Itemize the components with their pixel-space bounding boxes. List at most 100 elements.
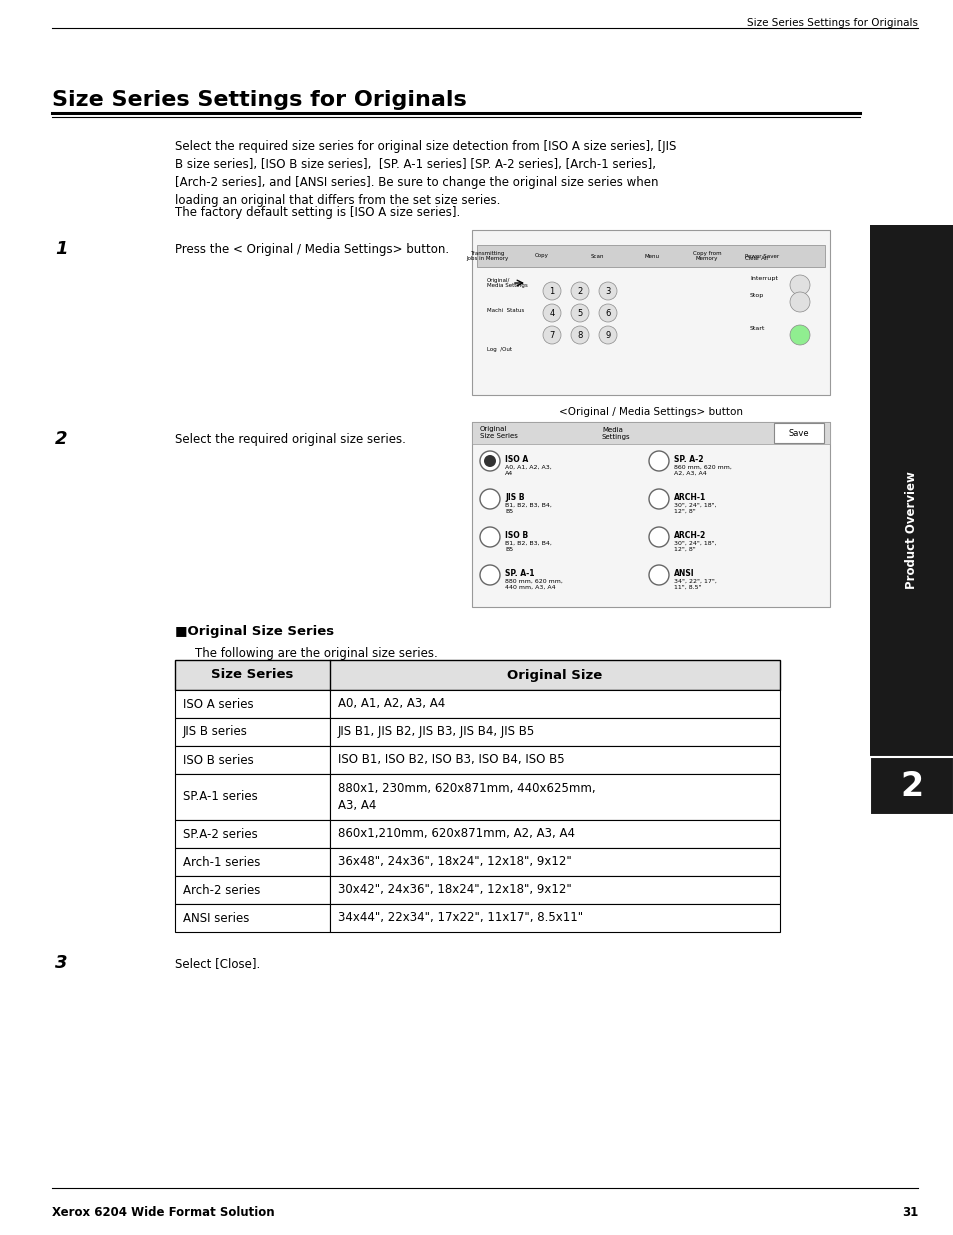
Bar	[330, 904, 780, 932]
Text: Start: Start	[749, 326, 764, 331]
Text: Copy: Copy	[535, 253, 548, 258]
Text: 31: 31	[901, 1207, 917, 1219]
Text: A0, A1, A2, A3,
A4: A0, A1, A2, A3, A4	[504, 466, 551, 477]
Text: SP. A-1: SP. A-1	[504, 569, 534, 578]
Circle shape	[598, 282, 617, 300]
Text: 2: 2	[55, 430, 68, 448]
Text: B1, B2, B3, B4,
B5: B1, B2, B3, B4, B5	[504, 503, 551, 514]
Circle shape	[479, 451, 499, 471]
Text: ISO B: ISO B	[504, 531, 528, 540]
Bar	[174, 690, 330, 718]
Text: Interrupt: Interrupt	[749, 275, 777, 282]
Text: 34x44", 22x34", 17x22", 11x17", 8.5x11": 34x44", 22x34", 17x22", 11x17", 8.5x11"	[337, 911, 582, 925]
Text: 2: 2	[900, 771, 923, 804]
Bar	[174, 820, 330, 848]
Bar	[869, 225, 953, 815]
Text: Clear All: Clear All	[744, 256, 767, 261]
Text: Arch-2 series: Arch-2 series	[183, 883, 260, 897]
Circle shape	[571, 282, 588, 300]
Circle shape	[648, 527, 668, 547]
Circle shape	[479, 527, 499, 547]
Text: 9: 9	[605, 331, 610, 340]
Circle shape	[648, 489, 668, 509]
Bar	[472, 422, 829, 445]
Text: A0, A1, A2, A3, A4: A0, A1, A2, A3, A4	[337, 698, 445, 710]
Text: SP. A-2: SP. A-2	[673, 454, 702, 464]
Bar	[330, 820, 780, 848]
Circle shape	[789, 325, 809, 345]
Text: Log  /Out: Log /Out	[486, 347, 512, 352]
Text: JIS B series: JIS B series	[183, 725, 248, 739]
Text: 1: 1	[55, 240, 68, 258]
Bar	[330, 774, 780, 820]
Circle shape	[479, 564, 499, 585]
Text: 34", 22", 17",
11", 8.5": 34", 22", 17", 11", 8.5"	[673, 579, 716, 590]
Text: 30", 24", 18",
12", 8": 30", 24", 18", 12", 8"	[673, 541, 716, 552]
Circle shape	[571, 304, 588, 322]
Text: 30x42", 24x36", 18x24", 12x18", 9x12": 30x42", 24x36", 18x24", 12x18", 9x12"	[337, 883, 571, 897]
Circle shape	[479, 489, 499, 509]
Text: ISO B1, ISO B2, ISO B3, ISO B4, ISO B5: ISO B1, ISO B2, ISO B3, ISO B4, ISO B5	[337, 753, 564, 767]
Text: Select the required size series for original size detection from [ISO A size ser: Select the required size series for orig…	[174, 140, 676, 207]
Circle shape	[598, 326, 617, 345]
Text: 36x48", 24x36", 18x24", 12x18", 9x12": 36x48", 24x36", 18x24", 12x18", 9x12"	[337, 856, 571, 868]
Text: 30", 24", 18",
12", 8": 30", 24", 18", 12", 8"	[673, 503, 716, 514]
Text: JIS B: JIS B	[504, 493, 524, 501]
Text: 8: 8	[577, 331, 582, 340]
Text: Transmitting
Jobs in Memory: Transmitting Jobs in Memory	[465, 251, 508, 262]
Circle shape	[542, 326, 560, 345]
Text: 880x1, 230mm, 620x871mm, 440x625mm,
A3, A4: 880x1, 230mm, 620x871mm, 440x625mm, A3, …	[337, 782, 595, 811]
Text: Product Overview: Product Overview	[904, 471, 918, 589]
Text: Scan: Scan	[590, 253, 603, 258]
Circle shape	[789, 291, 809, 312]
Text: 2: 2	[577, 287, 582, 295]
Bar	[472, 422, 829, 606]
Bar	[330, 718, 780, 746]
Text: B1, B2, B3, B4,
B5: B1, B2, B3, B4, B5	[504, 541, 551, 552]
Text: Size Series Settings for Originals: Size Series Settings for Originals	[746, 19, 917, 28]
Text: <Original / Media Settings> button: <Original / Media Settings> button	[558, 408, 742, 417]
Text: Arch-1 series: Arch-1 series	[183, 856, 260, 868]
Bar	[174, 876, 330, 904]
Text: Media
Settings: Media Settings	[601, 426, 630, 440]
Bar	[476, 245, 824, 267]
Text: Select [Close].: Select [Close].	[174, 957, 260, 969]
Text: 6: 6	[604, 309, 610, 317]
Text: Machi  Status: Machi Status	[486, 308, 524, 312]
Text: 3: 3	[55, 953, 68, 972]
Bar	[869, 757, 953, 815]
Bar	[174, 904, 330, 932]
Text: 860 mm, 620 mm,
A2, A3, A4: 860 mm, 620 mm, A2, A3, A4	[673, 466, 731, 477]
Bar	[330, 690, 780, 718]
Text: 7: 7	[549, 331, 554, 340]
Text: ISO A series: ISO A series	[183, 698, 253, 710]
Text: Stop: Stop	[749, 293, 763, 298]
Text: Press the < Original / Media Settings> button.: Press the < Original / Media Settings> b…	[174, 243, 449, 256]
Bar	[472, 230, 829, 395]
Circle shape	[571, 326, 588, 345]
Text: ANSI: ANSI	[673, 569, 694, 578]
Text: The following are the original size series.: The following are the original size seri…	[194, 647, 437, 659]
Text: ■Original Size Series: ■Original Size Series	[174, 625, 334, 638]
Text: 5: 5	[577, 309, 582, 317]
Text: ISO B series: ISO B series	[183, 753, 253, 767]
Text: 3: 3	[604, 287, 610, 295]
Bar	[174, 848, 330, 876]
Text: SP.A-1 series: SP.A-1 series	[183, 790, 257, 804]
Bar	[174, 659, 780, 690]
Circle shape	[648, 451, 668, 471]
Text: The factory default setting is [ISO A size series].: The factory default setting is [ISO A si…	[174, 206, 459, 219]
Text: ISO A: ISO A	[504, 454, 528, 464]
Text: Select the required original size series.: Select the required original size series…	[174, 433, 405, 446]
Circle shape	[542, 304, 560, 322]
Text: ARCH-2: ARCH-2	[673, 531, 705, 540]
Text: Power Saver: Power Saver	[744, 253, 779, 258]
Text: Size Series Settings for Originals: Size Series Settings for Originals	[52, 90, 466, 110]
Bar	[174, 718, 330, 746]
Text: ARCH-1: ARCH-1	[673, 493, 705, 501]
Bar	[330, 848, 780, 876]
Circle shape	[598, 304, 617, 322]
Text: Original/
Media Settings: Original/ Media Settings	[486, 278, 527, 289]
Text: Copy from
Memory: Copy from Memory	[692, 251, 720, 262]
Text: 1: 1	[549, 287, 554, 295]
